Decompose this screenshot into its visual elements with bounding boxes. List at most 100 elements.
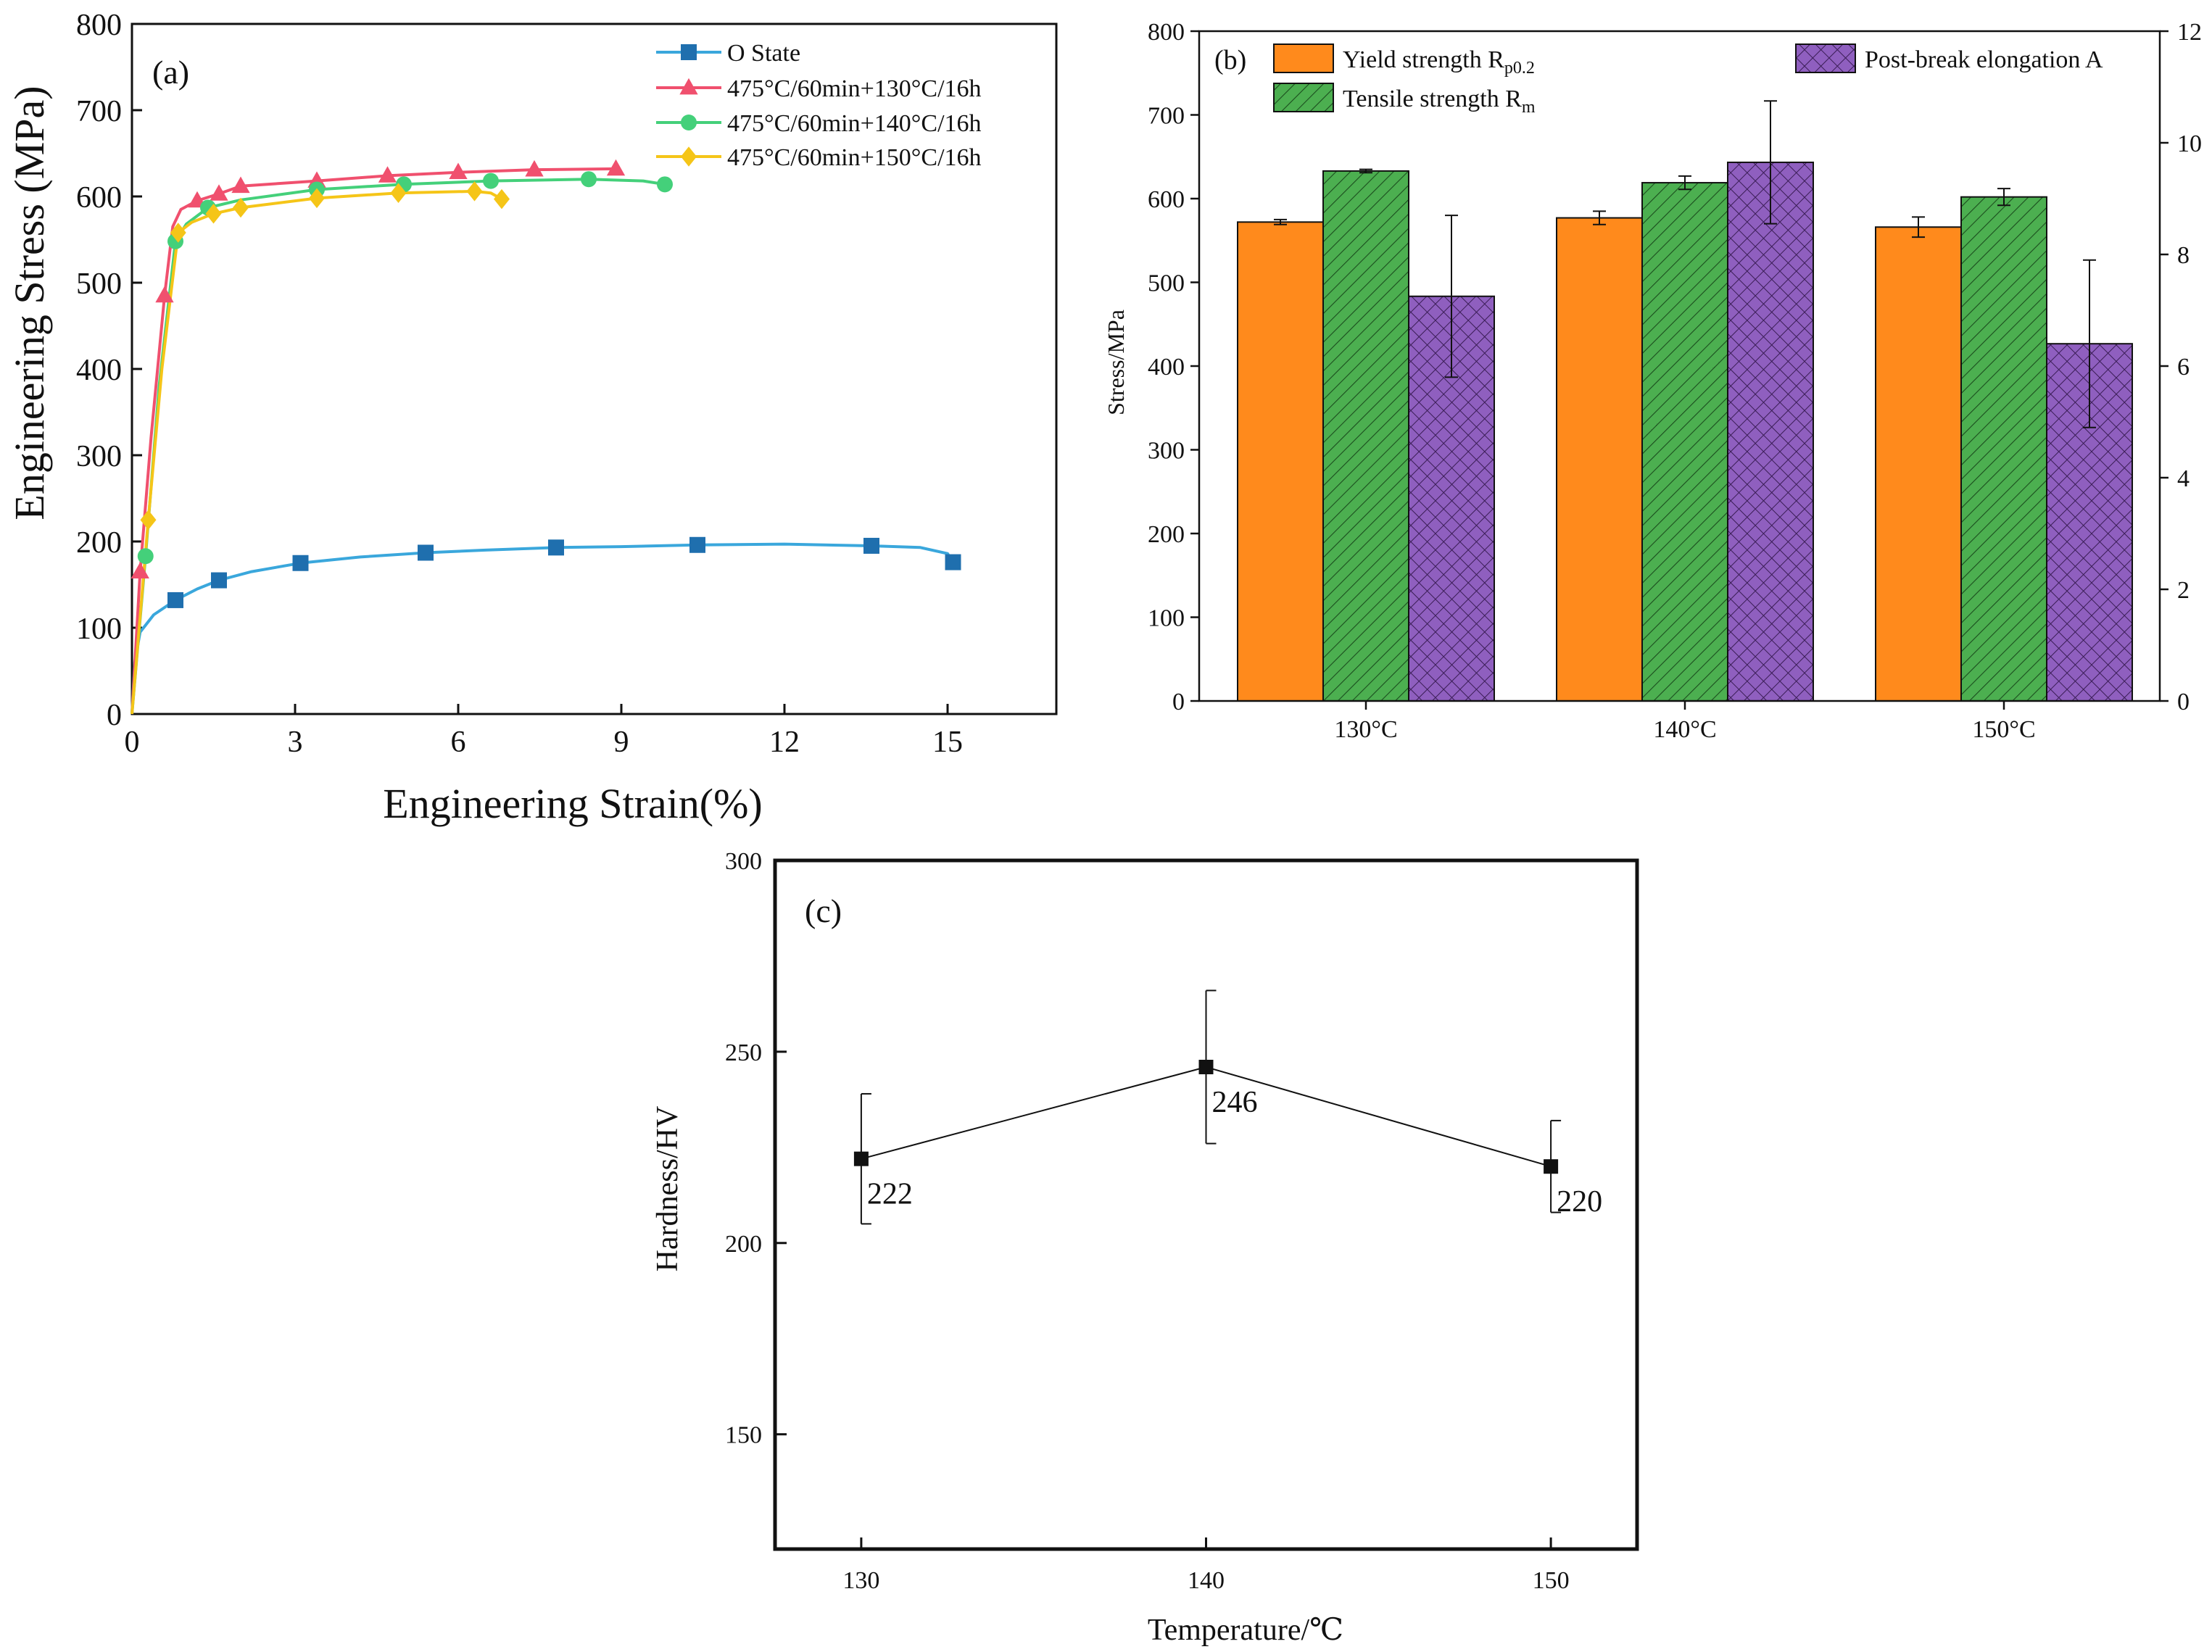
y-tick-label: 700 (76, 95, 122, 128)
data-point (137, 548, 154, 565)
data-point (863, 537, 879, 554)
data-point (606, 159, 626, 176)
legend-marker-o-state (681, 44, 697, 60)
data-point (483, 173, 499, 189)
panel-a-curves (131, 167, 955, 715)
legend-item-140c: 475°C/60min+140°C/16h (656, 110, 982, 137)
panel-c-x-axis-title: Temperature/℃ (1148, 1614, 1343, 1647)
legend-marker-150c (681, 146, 697, 167)
panel-b-legend: Yield strength Rp0.2 Tensile strength Rm… (1273, 43, 2103, 117)
legend-label-tensile-strength: Tensile strength Rm (1343, 86, 1536, 117)
data-point (292, 555, 309, 571)
x-tick-label: 130°C (1334, 716, 1397, 743)
data-point (689, 536, 705, 553)
data-point (449, 162, 468, 180)
y-tick-label: 200 (725, 1231, 762, 1258)
bar-fill (1238, 222, 1323, 702)
x-tick-label: 12 (769, 726, 800, 759)
data-label: 222 (867, 1178, 913, 1211)
y-tick-label: 400 (76, 354, 122, 387)
bar-fill (1557, 217, 1642, 701)
data-point (581, 171, 597, 188)
data-point (211, 572, 227, 589)
panel-a-x-axis-title: Engineering Strain(%) (383, 780, 762, 827)
legend-marker-shape (681, 146, 697, 167)
panel-a-legend: O State 475°C/60min+130°C/16h 475°C/60mi… (656, 40, 982, 171)
legend-label-yield-strength: Yield strength Rp0.2 (1343, 46, 1535, 78)
y-tick-label: 0 (1172, 689, 1185, 715)
panel-b-bars (1237, 100, 2133, 702)
data-label: 220 (1557, 1185, 1602, 1219)
panel-a-label: (a) (152, 54, 189, 91)
panel-a-ticks: 0 100 200 300 400 500 600 700 800 0 3 6 9 12 15 (76, 9, 963, 759)
y2-tick-label: 0 (2177, 689, 2190, 715)
legend-label-150c: 475°C/60min+150°C/16h (727, 144, 982, 171)
data-point (167, 592, 183, 608)
legend-label-o-state: O State (727, 40, 800, 67)
y-tick-label: 600 (1148, 186, 1185, 213)
data-point (494, 188, 510, 209)
data-point (131, 562, 149, 578)
data-point (233, 197, 249, 218)
y-tick-label: 800 (76, 9, 122, 42)
data-point (231, 176, 250, 194)
data-point (1544, 1159, 1559, 1174)
data-point (309, 188, 325, 209)
y2-tick-label: 4 (2177, 465, 2190, 492)
legend-label-130c: 475°C/60min+130°C/16h (727, 75, 982, 102)
legend-marker-140c (681, 115, 697, 130)
legend-swatch (1273, 43, 1334, 73)
panel-c-hardness-chart: 150 200 250 300 130 140 150 222 246 220 (c) Temp… (651, 848, 1639, 1647)
y-tick-label: 700 (1148, 103, 1185, 130)
data-point (390, 183, 407, 203)
y-tick-label: 800 (1148, 19, 1185, 46)
legend-item-yield-strength: Yield strength Rp0.2 (1273, 43, 1535, 78)
x-tick-label: 6 (451, 726, 466, 759)
x-tick-label: 140 (1188, 1567, 1225, 1594)
y-tick-label: 0 (107, 699, 122, 732)
x-tick-label: 140°C (1653, 716, 1716, 743)
panel-b-plot-frame (1198, 30, 2161, 702)
data-point (418, 544, 434, 561)
data-point (210, 184, 228, 201)
bar (1960, 196, 2047, 702)
y-tick-label: 200 (76, 526, 122, 560)
data-point (853, 1151, 869, 1166)
y-tick-label: 100 (1148, 605, 1185, 632)
panel-b-y-axis-title: Stress/MPa (1103, 310, 1129, 415)
y-tick-label: 150 (725, 1422, 762, 1449)
y-tick-label: 600 (76, 181, 122, 215)
data-point (657, 176, 673, 193)
legend-item-post-break-elongation: Post-break elongation A (1795, 43, 2103, 73)
panel-c-y-axis-title: Hardness/HV (651, 1106, 684, 1272)
legend-swatch (1273, 83, 1334, 112)
legend-marker-shape (681, 115, 697, 130)
data-point (378, 166, 397, 183)
legend-label-post-break-elongation: Post-break elongation A (1865, 46, 2103, 73)
legend-marker-shape (681, 44, 697, 60)
panel-c-label: (c) (805, 892, 842, 929)
panel-c-ticks: 150 200 250 300 130 140 150 (725, 848, 1570, 1594)
x-tick-label: 9 (614, 726, 629, 759)
legend-marker-shape (679, 78, 698, 95)
legend-item-130c: 475°C/60min+130°C/16h (656, 75, 982, 102)
y-tick-label: 300 (76, 440, 122, 473)
data-point (155, 286, 174, 303)
series-line (131, 189, 502, 715)
legend-item-tensile-strength: Tensile strength Rm (1273, 83, 1536, 117)
panel-b-mechanical-properties-chart: 0 100 200 300 400 500 600 700 800 0 2 4 6 8 10 12 130°C 1… (1103, 19, 2202, 743)
y-tick-label: 300 (1148, 438, 1185, 465)
y2-tick-label: 12 (2177, 19, 2202, 46)
series-line (131, 167, 616, 715)
legend-item-o-state: O State (656, 40, 800, 67)
y2-tick-label: 8 (2177, 242, 2190, 269)
data-point (945, 554, 961, 570)
data-point (466, 181, 483, 202)
series-line (131, 178, 666, 715)
panel-b-ticks: 0 100 200 300 400 500 600 700 800 0 2 4 6 8 10 12 130°C 1… (1148, 19, 2202, 743)
y-tick-label: 200 (1148, 521, 1185, 548)
data-point (1198, 1060, 1214, 1074)
panel-a-y-axis-title: Engineering Stress (MPa) (6, 86, 53, 520)
data-point (170, 223, 186, 243)
